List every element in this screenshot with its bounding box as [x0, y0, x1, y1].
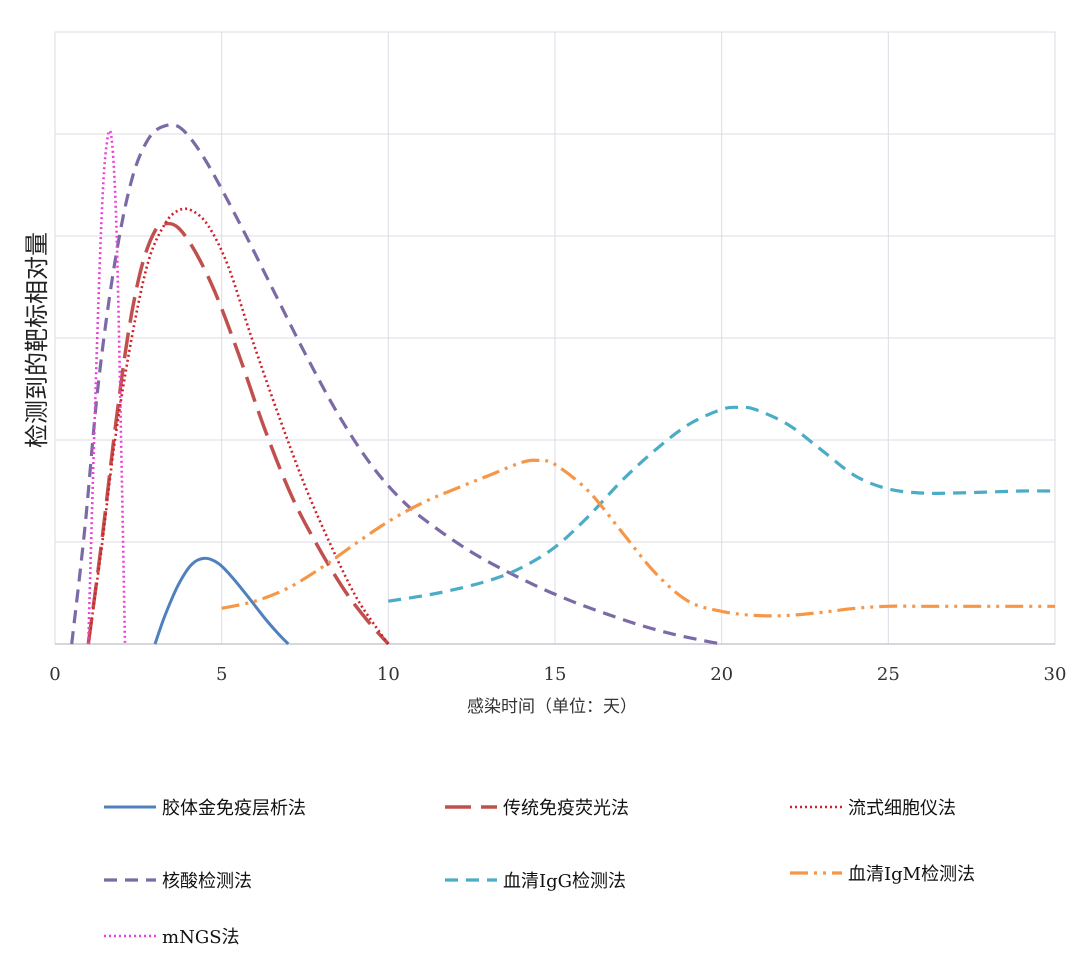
x-tick-label: 30 — [1044, 664, 1067, 685]
legend-label: 传统免疫荧光法 — [503, 798, 629, 819]
grid — [54, 31, 1056, 645]
x-tick-labels: 0 5 10 15 20 25 30 — [49, 664, 1066, 685]
series-line-2 — [86, 221, 390, 646]
x-tick-label: 0 — [49, 664, 60, 685]
series-lines — [70, 122, 1056, 646]
series-line-7 — [87, 129, 127, 645]
legend-label: 血清IgM检测法 — [848, 864, 975, 885]
y-axis-title: 检测到的靶标相对量 — [23, 232, 51, 448]
legend-label: 血清IgG检测法 — [503, 871, 626, 892]
x-tick-label: 20 — [710, 664, 733, 685]
legend-label: 胶体金免疫层析法 — [162, 798, 306, 819]
series-line-6 — [221, 458, 1055, 618]
series-line-4 — [70, 122, 722, 646]
series-line-5 — [388, 405, 1056, 603]
series-line-3 — [87, 207, 390, 645]
legend-label: 核酸检测法 — [162, 871, 252, 892]
legend-label: mNGS法 — [162, 927, 240, 948]
x-axis-title: 感染时间（单位：天） — [467, 697, 637, 717]
x-tick-label: 25 — [877, 664, 900, 685]
x-tick-label: 15 — [544, 664, 567, 685]
legend-label: 流式细胞仪法 — [848, 798, 956, 819]
series-line-1 — [153, 556, 290, 646]
x-tick-label: 5 — [216, 664, 227, 685]
x-tick-label: 10 — [377, 664, 400, 685]
